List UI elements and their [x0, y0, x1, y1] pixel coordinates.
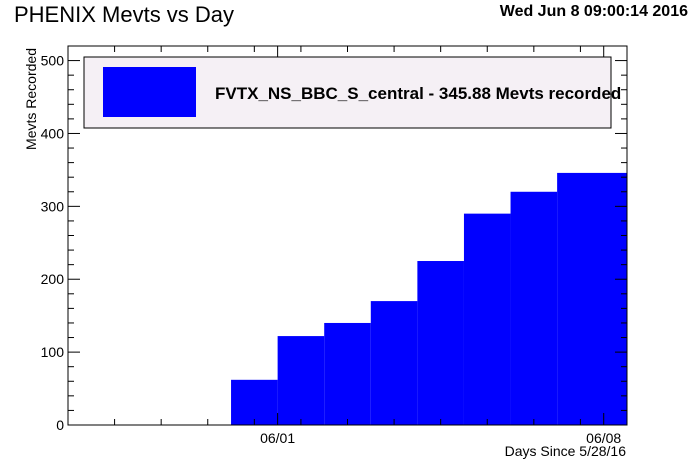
x-tick-label: 06/01 [260, 430, 295, 446]
y-axis-label: Mevts Recorded [23, 48, 39, 150]
bar-5 [463, 213, 511, 425]
x-axis-label: Days Since 5/28/16 [505, 443, 627, 459]
bar-0 [231, 379, 278, 425]
bar-4 [417, 261, 464, 425]
bar-2 [324, 322, 371, 425]
chart-title: PHENIX Mevts vs Day [14, 2, 235, 27]
bar-3 [370, 301, 418, 425]
y-tick-label: 0 [56, 417, 64, 433]
timestamp: Wed Jun 8 09:00:14 2016 [499, 3, 688, 20]
bar-6 [510, 191, 558, 425]
x-tick-label: 06/08 [586, 430, 621, 446]
legend-entry: FVTX_NS_BBC_S_central - 345.88 Mevts rec… [215, 84, 621, 103]
y-tick-label: 500 [41, 53, 65, 69]
ticks-group: 0 100 200 300 400 500 06/01 06/08 [41, 45, 628, 446]
y-tick-label: 300 [41, 198, 65, 214]
bar-7 [557, 172, 627, 425]
legend-swatch [103, 67, 196, 117]
y-tick-label: 400 [41, 125, 65, 141]
y-tick-label: 100 [41, 344, 65, 360]
bar-1 [277, 336, 325, 425]
bars-group [231, 172, 627, 425]
y-tick-label: 200 [41, 271, 65, 287]
legend: FVTX_NS_BBC_S_central - 345.88 Mevts rec… [83, 56, 621, 129]
